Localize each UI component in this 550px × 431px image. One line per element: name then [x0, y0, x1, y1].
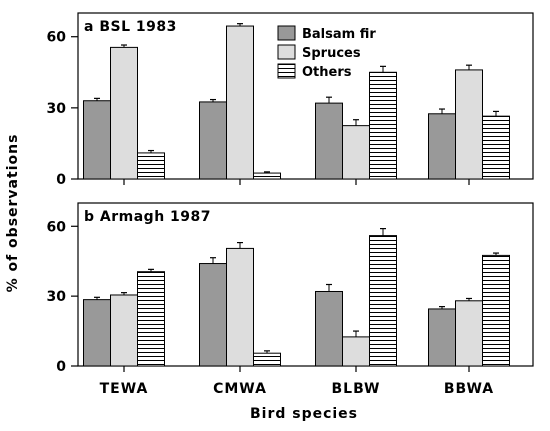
plot-frame: [77, 202, 534, 367]
bar: [369, 71, 397, 180]
legend-swatch: [277, 44, 296, 60]
legend-swatch: [277, 25, 296, 41]
bar: [315, 102, 343, 180]
bar: [315, 290, 343, 367]
legend-label: Balsam fir: [302, 27, 376, 42]
y-tick-label: 60: [47, 30, 67, 46]
legend-label: Others: [302, 65, 352, 80]
plot-frame: [77, 12, 534, 180]
bar: [253, 172, 281, 180]
x-tick-label: TEWA: [100, 381, 149, 397]
bar: [137, 152, 165, 180]
chart-panel-b: 0 30 60 b Armagh 1987: [47, 202, 534, 375]
bar: [83, 100, 111, 180]
y-axis-title: % of observations: [5, 134, 21, 293]
bar: [226, 25, 254, 180]
bar: [482, 254, 510, 367]
x-tick-label: BBWA: [444, 381, 494, 397]
y-tick-label: 0: [56, 359, 66, 375]
y-tick-label: 30: [47, 101, 67, 117]
bar: [110, 46, 138, 180]
bar: [342, 125, 370, 180]
x-tick-label: BLBW: [332, 381, 381, 397]
bar: [199, 263, 227, 367]
legend-label: Spruces: [302, 46, 361, 61]
bar: [428, 308, 456, 367]
bar: [455, 300, 483, 367]
bar: [342, 336, 370, 367]
y-tick-label: 0: [56, 172, 66, 188]
chart-panel-a: 0 30 60 a BSL 1983 Balsam fir Spruces Others: [47, 12, 534, 188]
y-tick-label: 60: [47, 219, 67, 235]
bar: [226, 247, 254, 367]
legend: Balsam fir Spruces Others: [277, 25, 376, 80]
bar: [83, 299, 111, 367]
bar: [137, 271, 165, 367]
bar: [253, 352, 281, 367]
bar: [199, 101, 227, 180]
bar: [482, 115, 510, 180]
bar: [110, 294, 138, 367]
bar: [455, 69, 483, 180]
bar: [369, 235, 397, 367]
panel-title: a BSL 1983: [84, 19, 177, 35]
bar: [428, 113, 456, 180]
legend-swatch: [277, 63, 296, 79]
y-tick-label: 30: [47, 289, 67, 305]
panel-title: b Armagh 1987: [84, 209, 211, 225]
x-tick-label: CMWA: [213, 381, 267, 397]
x-axis-title: Bird species: [250, 406, 358, 422]
